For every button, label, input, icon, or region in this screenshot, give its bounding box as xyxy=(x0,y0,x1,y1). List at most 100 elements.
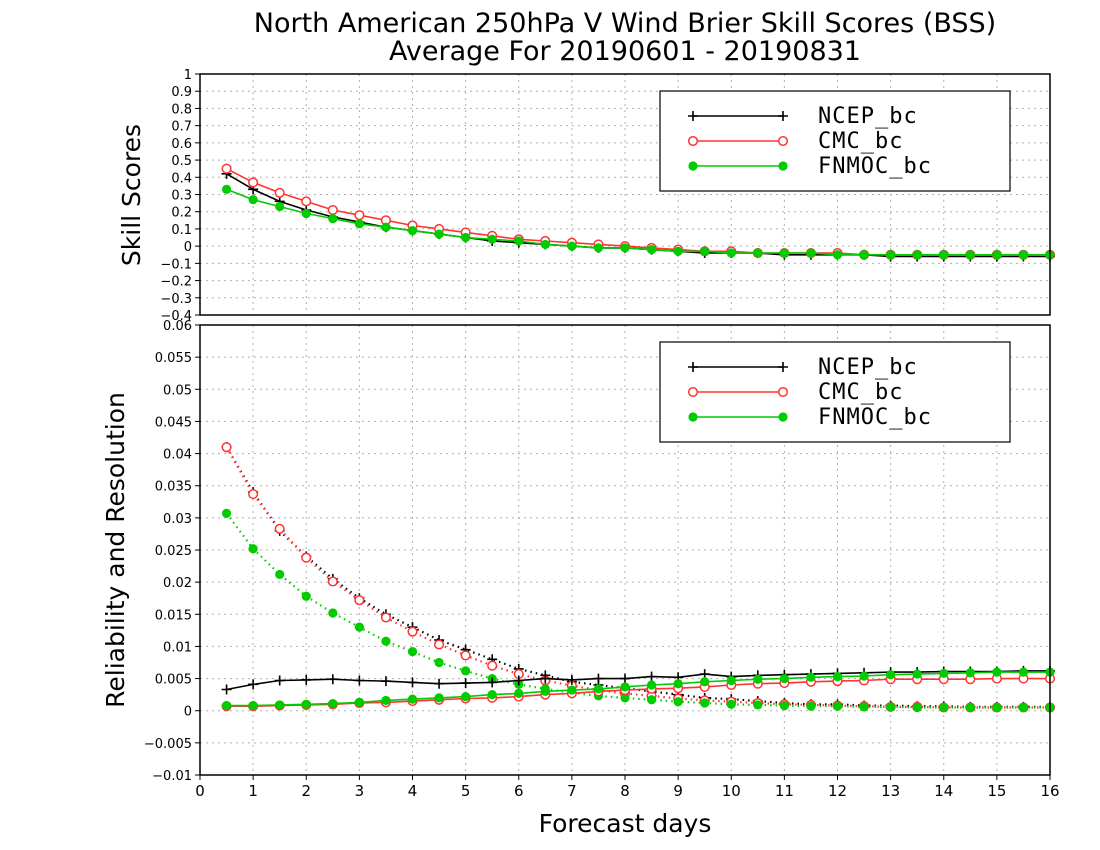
top-panel-legend-label: FNMOC_bc xyxy=(818,154,932,179)
top-panel-data-point-fnmoc_bc xyxy=(301,208,311,219)
top-panel-data-point-fnmoc_bc xyxy=(354,219,364,229)
x-tick-label: 15 xyxy=(987,782,1006,800)
bottom-panel-y-tick-label: −0.01 xyxy=(152,769,192,784)
bottom-panel-data-point-fnmoc_bc xyxy=(407,646,418,657)
x-tick-label: 12 xyxy=(828,782,847,800)
bottom-panel-data-point-fnmoc_bc xyxy=(434,693,444,703)
bottom-panel-data-point-cmc_bc xyxy=(380,612,391,623)
bottom-panel-y-tick-label: 0.01 xyxy=(163,640,192,655)
bottom-panel-data-point-fnmoc_bc xyxy=(328,608,338,618)
bottom-panel-data-point-ncep_bc xyxy=(221,684,232,695)
top-panel-y-tick-label: 0 xyxy=(184,240,192,255)
top-panel-data-point-fnmoc_bc xyxy=(753,248,763,258)
bottom-panel-data-point-fnmoc_bc xyxy=(965,668,975,678)
top-panel-data-point-fnmoc_bc xyxy=(726,248,736,258)
top-panel-y-tick-label: −0.4 xyxy=(160,309,192,324)
top-panel-data-point-cmc_bc xyxy=(274,187,285,198)
bottom-panel-data-point-fnmoc_bc xyxy=(301,591,311,601)
bottom-panel-y-tick-label: 0.035 xyxy=(155,480,192,495)
bottom-panel-data-point-fnmoc_bc xyxy=(1018,702,1029,713)
bottom-panel-data-point-fnmoc_bc xyxy=(859,671,869,681)
bottom-panel-data-point-fnmoc_bc xyxy=(248,544,258,554)
plot-layer: −0.4 −0.3 −0.2 −0.1 0 0.1 0.2 0.3 0.4 0.5 0.6 0.7 0.… xyxy=(144,68,1060,800)
top-panel-y-tick-label: −0.2 xyxy=(160,275,192,290)
bottom-panel-data-point-ncep_bc xyxy=(460,678,471,689)
bottom-panel-data-point-fnmoc_bc xyxy=(779,700,789,711)
bottom-panel-data-point-fnmoc_bc xyxy=(514,688,524,698)
bottom-panel-data-point-cmc_bc xyxy=(460,650,471,661)
x-tick-label: 1 xyxy=(248,782,258,800)
bottom-panel-data-point-fnmoc_bc xyxy=(939,702,949,713)
top-panel-data-point-fnmoc_bc xyxy=(407,226,418,236)
bottom-panel-data-point-fnmoc_bc xyxy=(779,673,789,684)
bottom-panel-data-point-fnmoc_bc xyxy=(992,667,1002,677)
x-tick-label: 10 xyxy=(722,782,741,800)
bottom-panel-data-point-cmc_bc xyxy=(248,489,259,500)
bottom-panel-y-tick-label: 0.04 xyxy=(163,448,192,463)
bottom-panel-data-point-fnmoc_bc xyxy=(354,697,364,707)
x-tick-label: 11 xyxy=(775,782,794,800)
bottom-panel-data-point-fnmoc_bc xyxy=(832,701,843,711)
bottom-panel-data-point-fnmoc_bc xyxy=(381,636,391,646)
bottom-panel-data-point-fnmoc_bc xyxy=(886,670,896,680)
bottom-panel-data-point-cmc_bc xyxy=(274,523,285,534)
top-panel-data-point-fnmoc_bc xyxy=(221,184,232,194)
top-panel-data-point-fnmoc_bc xyxy=(434,229,444,239)
bottom-panel-y-tick-label: 0.015 xyxy=(155,608,192,623)
top-panel-y-tick-label: 0.1 xyxy=(171,223,192,238)
bottom-panel-y-tick-label: 0.045 xyxy=(155,415,192,430)
top-panel-data-point-fnmoc_bc xyxy=(992,250,1002,260)
bottom-panel-data-point-cmc_bc xyxy=(487,660,498,671)
x-tick-label: 4 xyxy=(408,782,418,800)
x-tick-label: 2 xyxy=(301,782,311,800)
bottom-panel-y-tick-label: 0.05 xyxy=(163,383,192,398)
top-panel-data-point-fnmoc_bc xyxy=(593,243,604,253)
bottom-panel-data-point-cmc_bc xyxy=(221,442,232,453)
top-panel-data-point-cmc_bc xyxy=(248,177,259,188)
bottom-panel-data-point-fnmoc_bc xyxy=(593,684,604,694)
bottom-panel-data-point-fnmoc_bc xyxy=(726,675,736,686)
top-panel-data-point-fnmoc_bc xyxy=(939,250,949,260)
top-panel-legend-marker xyxy=(688,111,698,121)
chart-title: North American 250hPa V Wind Brier Skill… xyxy=(254,8,996,39)
top-panel-legend-label: NCEP_bc xyxy=(818,104,918,129)
top-panel-data-point-fnmoc_bc xyxy=(248,195,258,205)
bottom-panel-y-tick-label: 0.025 xyxy=(155,544,192,559)
bottom-panel-data-point-cmc_bc xyxy=(434,639,445,650)
bottom-panel-data-point-cmc_bc xyxy=(301,552,312,563)
x-tick-label: 9 xyxy=(673,782,683,800)
bottom-panel-data-point-ncep_bc xyxy=(540,673,551,684)
bottom-panel-data-point-fnmoc_bc xyxy=(753,700,763,710)
bottom-panel-data-point-fnmoc_bc xyxy=(434,657,444,668)
top-panel-y-tick-label: 0.2 xyxy=(171,206,192,221)
x-tick-label: 6 xyxy=(514,782,524,800)
top-panel-y-tick-label: 0.6 xyxy=(171,137,192,152)
top-panel-y-tick-label: 0.3 xyxy=(171,189,192,204)
top-panel-data-point-fnmoc_bc xyxy=(540,239,550,250)
top-panel-data-point-fnmoc_bc xyxy=(1018,250,1029,260)
bottom-panel-y-axis-title: Reliability and Resolution xyxy=(101,392,130,708)
bottom-panel-legend-marker xyxy=(688,362,698,372)
bottom-panel-data-point-fnmoc_bc xyxy=(461,666,471,676)
top-panel-data-point-fnmoc_bc xyxy=(912,250,922,260)
bottom-panel-data-point-fnmoc_bc xyxy=(487,690,497,700)
top-panel-y-tick-label: −0.3 xyxy=(160,292,192,307)
bottom-panel-y-tick-label: 0.06 xyxy=(163,319,192,334)
bottom-panel-legend-marker xyxy=(778,362,788,372)
x-tick-label: 5 xyxy=(461,782,471,800)
bottom-panel-data-point-fnmoc_bc xyxy=(221,700,232,711)
bottom-panel-data-point-fnmoc_bc xyxy=(673,697,683,707)
bottom-panel-y-tick-label: 0.03 xyxy=(163,512,192,527)
top-panel-data-point-cmc_bc xyxy=(354,210,365,221)
top-panel-data-point-fnmoc_bc xyxy=(965,250,975,260)
bottom-panel-data-point-fnmoc_bc xyxy=(753,674,763,684)
bottom-panel-data-point-fnmoc_bc xyxy=(806,672,816,682)
bottom-panel-y-tick-label: 0 xyxy=(184,705,192,720)
bottom-panel-data-point-fnmoc_bc xyxy=(301,699,311,709)
top-panel-data-point-fnmoc_bc xyxy=(673,246,683,256)
top-panel-legend-marker xyxy=(687,135,699,147)
bottom-panel-data-point-fnmoc_bc xyxy=(354,622,364,632)
chart-subtitle: Average For 20190601 - 20190831 xyxy=(389,36,861,67)
bottom-panel-data-point-fnmoc_bc xyxy=(248,700,258,711)
